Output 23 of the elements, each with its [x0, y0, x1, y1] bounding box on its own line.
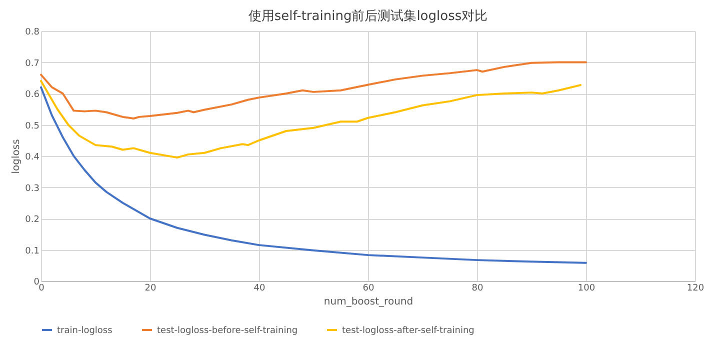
- y-axis-title: logloss: [11, 139, 22, 174]
- x-tick-label: 120: [686, 284, 704, 294]
- x-tick-label: 60: [362, 284, 374, 294]
- y-tick-label: 0.2: [25, 215, 40, 225]
- x-tick-label: 100: [578, 284, 596, 294]
- y-tick-label: 0.4: [25, 152, 40, 162]
- x-axis-title: num_boost_round: [324, 296, 414, 308]
- line-series: [40, 61, 587, 120]
- x-tick-label: 20: [144, 284, 156, 294]
- legend-label: train-logloss: [57, 326, 113, 336]
- y-tick-label: 0.6: [25, 90, 40, 100]
- y-tick-label: 0.1: [25, 246, 40, 256]
- legend-label: test-logloss-after-self-training: [342, 326, 474, 336]
- y-tick-label: 0.3: [25, 184, 40, 194]
- y-tick-label: 0.5: [25, 121, 40, 132]
- line-series: [40, 80, 582, 159]
- x-tick-label: 80: [472, 284, 484, 294]
- y-tick-label: 0.8: [25, 28, 40, 38]
- x-tick-label: 40: [254, 284, 266, 294]
- legend-label: test-logloss-before-self-training: [157, 326, 298, 336]
- y-tick-label: 0.7: [25, 58, 40, 69]
- line-series: [40, 86, 587, 264]
- chart-title: 使用self-training前后测试集logloss对比: [248, 9, 488, 24]
